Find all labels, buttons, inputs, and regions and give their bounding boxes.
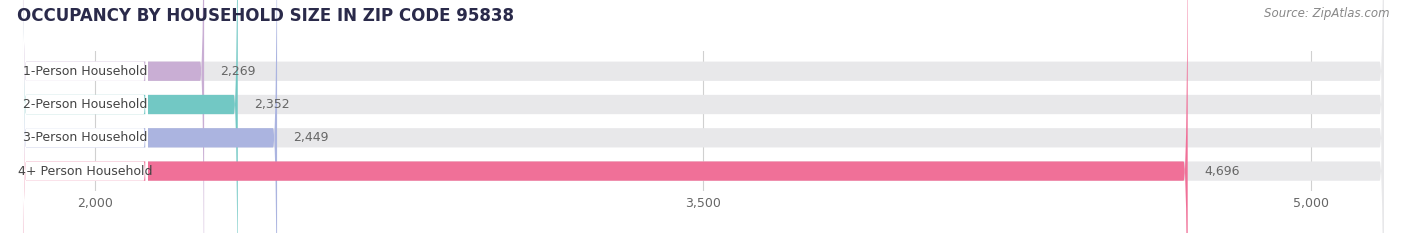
FancyBboxPatch shape [22, 0, 148, 233]
Text: OCCUPANCY BY HOUSEHOLD SIZE IN ZIP CODE 95838: OCCUPANCY BY HOUSEHOLD SIZE IN ZIP CODE … [17, 7, 513, 25]
Text: 1-Person Household: 1-Person Household [22, 65, 148, 78]
Text: 2-Person Household: 2-Person Household [22, 98, 148, 111]
FancyBboxPatch shape [22, 0, 148, 233]
FancyBboxPatch shape [22, 0, 1384, 233]
FancyBboxPatch shape [22, 0, 1384, 233]
FancyBboxPatch shape [22, 0, 148, 233]
FancyBboxPatch shape [22, 0, 1188, 233]
FancyBboxPatch shape [22, 0, 1384, 233]
Text: 2,269: 2,269 [221, 65, 256, 78]
FancyBboxPatch shape [22, 0, 1384, 233]
Text: 4+ Person Household: 4+ Person Household [18, 164, 152, 178]
FancyBboxPatch shape [22, 0, 238, 233]
Text: 4,696: 4,696 [1204, 164, 1240, 178]
Text: 2,352: 2,352 [254, 98, 290, 111]
Text: Source: ZipAtlas.com: Source: ZipAtlas.com [1264, 7, 1389, 20]
FancyBboxPatch shape [22, 0, 277, 233]
FancyBboxPatch shape [22, 0, 148, 233]
Text: 3-Person Household: 3-Person Household [22, 131, 148, 144]
FancyBboxPatch shape [22, 0, 204, 233]
Text: 2,449: 2,449 [294, 131, 329, 144]
